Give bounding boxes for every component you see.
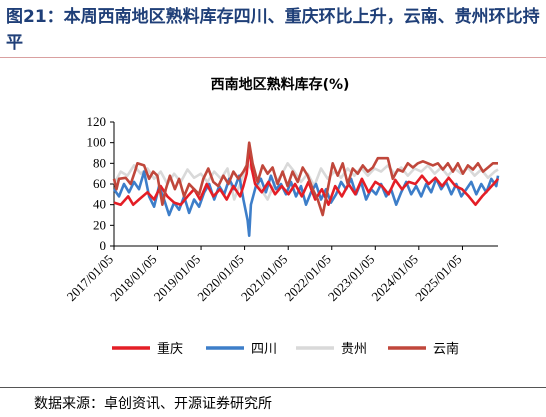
source-divider <box>0 387 546 388</box>
y-tick-label: 20 <box>93 217 106 232</box>
y-tick-label: 0 <box>100 238 107 253</box>
x-tick-label: 2020/01/05 <box>194 252 246 304</box>
x-tick-label: 2017/01/05 <box>64 252 116 304</box>
legend-label-0: 重庆 <box>157 341 183 357</box>
legend-label-2: 贵州 <box>341 342 367 357</box>
series-layer <box>112 141 500 237</box>
x-tick-label: 2018/01/05 <box>107 252 159 304</box>
series-line-0 <box>113 143 500 206</box>
y-tick-label: 120 <box>87 114 107 129</box>
x-tick-label: 2021/01/05 <box>238 252 290 304</box>
y-tick-label: 80 <box>93 155 106 170</box>
x-axis: 2017/01/052018/01/052019/01/052020/01/05… <box>64 245 498 304</box>
x-tick-label: 2022/01/05 <box>281 252 333 304</box>
y-tick-label: 60 <box>93 176 106 191</box>
y-tick-label: 100 <box>87 135 107 150</box>
legend-label-3: 云南 <box>433 341 459 357</box>
legend: 重庆 四川 贵州 云南 <box>112 341 459 357</box>
x-tick-label: 2023/01/05 <box>325 252 377 304</box>
chart-title: 西南地区熟料库存(%) <box>211 76 350 93</box>
y-tick-label: 40 <box>93 197 106 212</box>
series-line-3 <box>112 141 498 217</box>
legend-label-1: 四川 <box>251 342 277 357</box>
title-divider <box>0 57 546 58</box>
figure-title: 图21：本周西南地区熟料库存四川、重庆环比上升，云南、贵州环比持平 <box>6 7 540 53</box>
y-axis: 0 20 40 60 80 100 120 <box>87 114 115 253</box>
x-tick-label: 2019/01/05 <box>151 252 203 304</box>
x-tick-label: 2025/01/05 <box>412 252 464 304</box>
x-tick-label: 2024/01/05 <box>368 252 420 304</box>
source-note: 数据来源：卓创资讯、开源证券研究所 <box>34 396 272 412</box>
